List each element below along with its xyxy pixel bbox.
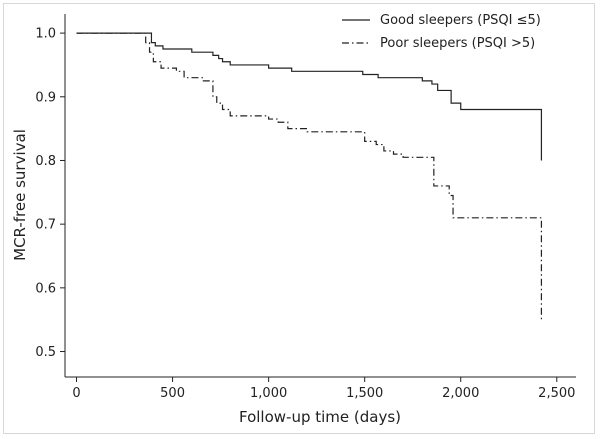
series-line-poor-sleepers [76,32,543,320]
chart-frame: 0 500 1,000 1,500 2,000 2,500 0.5 0.6 0.7 0.8 0.9… [3,3,595,434]
y-tick-label: 1.0 [35,27,56,42]
x-tick-label: 0 [72,386,80,401]
axes [64,14,576,378]
x-tick-label: 2,500 [538,386,575,401]
legend: Good sleepers (PSQI ≤5) Poor sleepers (P… [342,13,541,51]
x-axis-title: Follow-up time (days) [239,408,401,426]
legend-label-good-sleepers: Good sleepers (PSQI ≤5) [380,13,541,28]
x-tick-label: 2,000 [442,386,479,401]
x-tick-label: 500 [160,386,185,401]
y-tick-label: 0.5 [35,345,56,360]
y-tick-label: 0.6 [35,281,56,296]
legend-label-poor-sleepers: Poor sleepers (PSQI >5) [380,36,535,51]
x-tick-label: 1,000 [250,386,287,401]
y-tick-label: 0.8 [35,154,56,169]
y-tick-label: 0.7 [35,218,56,233]
series-line-good-sleepers [76,32,543,161]
y-axis-title: MCR-free survival [11,129,29,261]
x-tick-label: 1,500 [346,386,383,401]
series-group [76,32,543,320]
survival-chart: 0 500 1,000 1,500 2,000 2,500 0.5 0.6 0.7 0.8 0.9… [11,13,576,426]
y-ticks: 0.5 0.6 0.7 0.8 0.9 1.0 [35,27,65,360]
x-ticks: 0 500 1,000 1,500 2,000 2,500 [72,377,575,401]
y-tick-label: 0.9 [35,90,56,105]
